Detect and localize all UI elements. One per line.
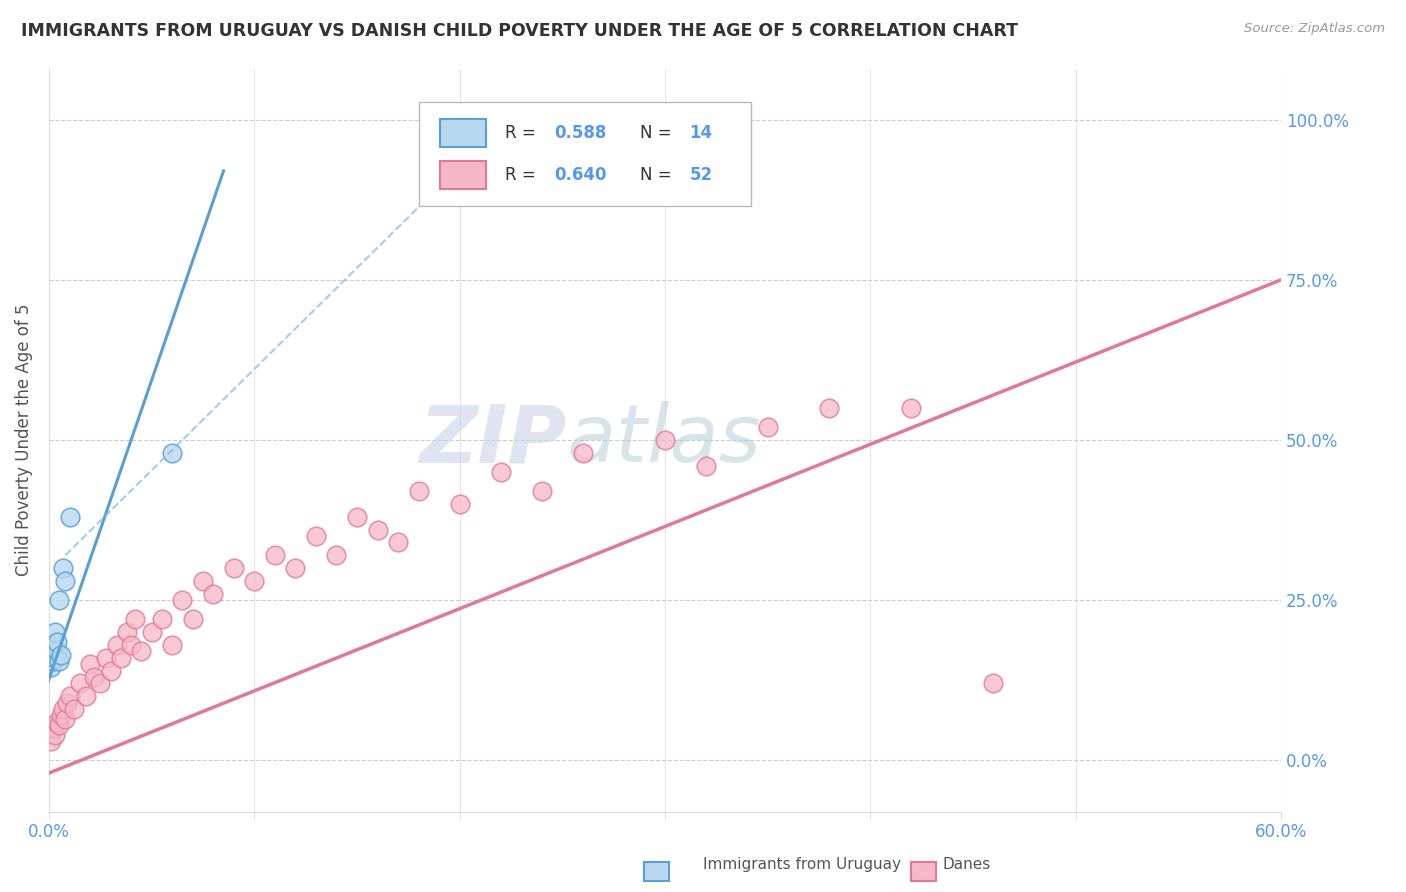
Point <box>58 690 80 704</box>
Point <box>150 612 173 626</box>
Point <box>489 465 512 479</box>
Point <box>115 625 138 640</box>
Text: IMMIGRANTS FROM URUGUAY VS DANISH CHILD POVERTY UNDER THE AGE OF 5 CORRELATION C: IMMIGRANTS FROM URUGUAY VS DANISH CHILD … <box>21 22 1018 40</box>
Point <box>172 593 194 607</box>
Point <box>44 625 66 640</box>
Point <box>51 708 73 723</box>
Point <box>222 561 245 575</box>
FancyBboxPatch shape <box>419 102 751 206</box>
Point <box>39 734 62 748</box>
Point <box>75 690 97 704</box>
Point <box>96 650 118 665</box>
Point <box>79 657 101 672</box>
Point <box>46 714 69 729</box>
Point <box>695 458 717 473</box>
Text: Danes: Danes <box>942 857 990 872</box>
Point <box>100 664 122 678</box>
Point <box>284 561 307 575</box>
Point <box>46 634 69 648</box>
Point <box>124 612 146 626</box>
Point <box>51 648 73 662</box>
Point <box>654 433 676 447</box>
Point <box>818 401 841 415</box>
Point <box>366 523 388 537</box>
Point <box>160 446 183 460</box>
Text: atlas: atlas <box>567 401 761 479</box>
Text: Source: ZipAtlas.com: Source: ZipAtlas.com <box>1244 22 1385 36</box>
Point <box>58 509 80 524</box>
Point <box>202 587 225 601</box>
Point <box>572 446 595 460</box>
Point <box>141 625 163 640</box>
Point <box>983 676 1005 690</box>
Point <box>243 574 266 588</box>
Point <box>48 654 70 668</box>
Point <box>263 549 285 563</box>
FancyBboxPatch shape <box>440 161 486 189</box>
Point <box>52 561 75 575</box>
Point <box>756 420 779 434</box>
Point <box>89 676 111 690</box>
Point <box>408 484 430 499</box>
Point <box>42 638 65 652</box>
Text: N =: N = <box>640 124 678 142</box>
Point <box>346 509 368 524</box>
Point <box>42 721 65 735</box>
Point <box>131 644 153 658</box>
Point <box>160 638 183 652</box>
Point <box>191 574 214 588</box>
Point <box>55 712 77 726</box>
Point <box>55 574 77 588</box>
Point <box>44 728 66 742</box>
Point <box>52 702 75 716</box>
Point <box>44 650 66 665</box>
Point <box>39 660 62 674</box>
Point <box>62 702 84 716</box>
Point <box>69 676 91 690</box>
Point <box>48 593 70 607</box>
Point <box>325 549 347 563</box>
Point <box>900 401 922 415</box>
Point <box>387 535 409 549</box>
Point <box>449 497 471 511</box>
Point <box>83 670 105 684</box>
Point <box>530 484 553 499</box>
Point <box>181 612 204 626</box>
Text: 52: 52 <box>689 166 713 185</box>
Text: R =: R = <box>505 166 541 185</box>
Text: 14: 14 <box>689 124 713 142</box>
Point <box>110 650 132 665</box>
Y-axis label: Child Poverty Under the Age of 5: Child Poverty Under the Age of 5 <box>15 304 32 576</box>
Point <box>120 638 142 652</box>
Text: 0.588: 0.588 <box>554 124 606 142</box>
Text: R =: R = <box>505 124 541 142</box>
Text: ZIP: ZIP <box>419 401 567 479</box>
Text: Immigrants from Uruguay: Immigrants from Uruguay <box>703 857 901 872</box>
Text: N =: N = <box>640 166 678 185</box>
Point <box>46 644 69 658</box>
Text: 0.640: 0.640 <box>554 166 606 185</box>
Point <box>305 529 328 543</box>
Point <box>48 718 70 732</box>
Point <box>105 638 128 652</box>
Point <box>42 654 65 668</box>
Point <box>56 696 79 710</box>
FancyBboxPatch shape <box>440 119 486 147</box>
